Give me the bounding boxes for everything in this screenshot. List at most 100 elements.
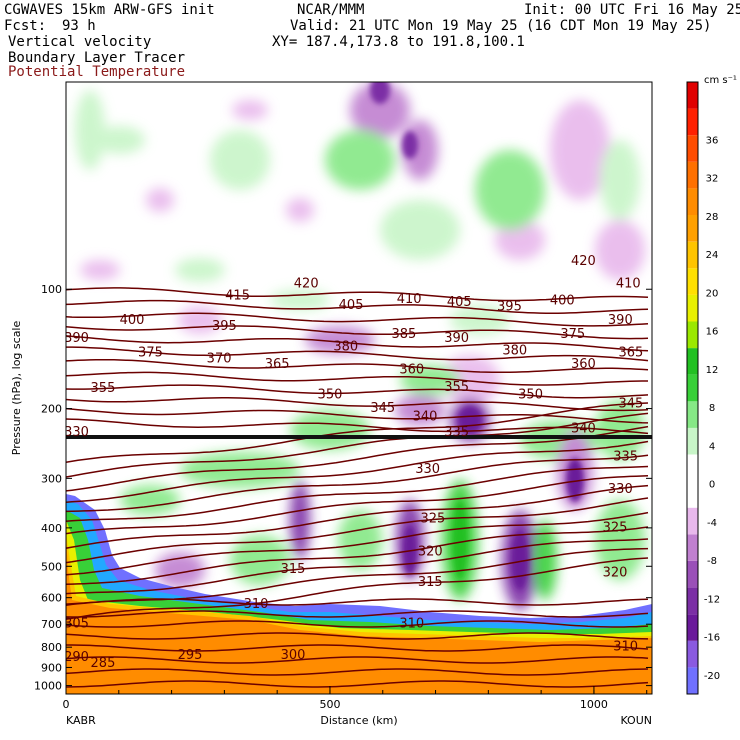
field-boundary-layer-tracer: Boundary Layer Tracer (8, 50, 186, 66)
theta-label: 295 (178, 648, 203, 663)
theta-label: 380 (333, 340, 358, 355)
left-station-label: KABR (66, 714, 96, 727)
theta-label: 390 (64, 331, 89, 346)
theta-label: 395 (212, 319, 237, 334)
theta-label: 300 (281, 648, 306, 663)
theta-line (66, 287, 649, 302)
theta-line (66, 465, 649, 522)
colorbar-swatch (687, 135, 698, 162)
theta-line (66, 412, 649, 478)
x-tick-label: 1000 (580, 698, 608, 711)
x-tick-label: 500 (319, 698, 340, 711)
colorbar-swatch (687, 321, 698, 349)
colorbar-label: -12 (704, 594, 720, 605)
theta-label: 325 (420, 512, 445, 527)
y-tick-label: 1000 (34, 680, 62, 693)
theta-line (66, 538, 649, 595)
theta-line (66, 526, 649, 586)
theta-label: 345 (618, 397, 643, 412)
colorbar-swatch (687, 587, 698, 615)
theta-line (66, 407, 649, 424)
colorbar-swatch (687, 348, 698, 375)
y-tick-label: 700 (41, 618, 62, 631)
colorbar-units: cm s⁻¹ (704, 75, 737, 86)
theta-line (66, 312, 649, 327)
theta-label: 285 (91, 656, 116, 671)
colorbar-swatch (687, 561, 698, 588)
colorbar: 36 32 28 24 20 16 12 8 4 0 -4 -8 -12 -16 -20 (686, 81, 720, 695)
y-tick-label: 100 (41, 283, 62, 296)
theta-label: 350 (318, 388, 343, 403)
theta-label: 395 (497, 300, 522, 315)
colorbar-swatch (687, 401, 698, 428)
colorbar-swatch (687, 241, 698, 269)
colorbar-swatch (687, 667, 698, 694)
theta-line (66, 668, 649, 676)
theta-label: 410 (616, 277, 641, 292)
colorbar-swatch (687, 188, 698, 215)
y-axis-title: Pressure (hPa), log scale (10, 321, 23, 456)
theta-label: 365 (265, 357, 290, 372)
theta-line (66, 680, 649, 688)
x-axis-title: Distance (km) (320, 714, 397, 727)
theta-line (66, 371, 648, 386)
theta-line (66, 402, 649, 463)
theta-line (66, 644, 649, 652)
theta-line (66, 610, 649, 618)
y-tick-label: 200 (41, 403, 62, 416)
theta-label: 310 (399, 617, 424, 632)
colorbar-label: 36 (706, 135, 719, 146)
theta-line (66, 656, 649, 664)
theta-label: 355 (444, 380, 469, 395)
colorbar-label: 20 (706, 288, 719, 299)
colorbar-label: -4 (707, 518, 717, 529)
colorbar-swatch (687, 640, 698, 668)
colorbar-label: -20 (704, 671, 720, 682)
y-tick-label: 800 (41, 641, 62, 654)
theta-label: 330 (64, 425, 89, 440)
init-time: Init: 00 UTC Fri 16 May 25 (524, 2, 740, 18)
colorbar-label: -16 (704, 633, 720, 644)
theta-label: 315 (281, 562, 306, 577)
theta-line (66, 620, 649, 628)
colorbar-label: 8 (709, 403, 715, 414)
theta-label: 310 (613, 640, 638, 655)
theta-label: 290 (64, 650, 89, 665)
theta-label: 390 (444, 331, 469, 346)
theta-label: 400 (550, 293, 575, 308)
theta-label: 355 (91, 381, 116, 396)
colorbar-swatch (687, 161, 698, 189)
theta-line (66, 325, 649, 340)
theta-label: 420 (294, 277, 319, 292)
colorbar-swatch (687, 215, 698, 242)
colorbar-swatch (687, 374, 698, 402)
theta-line (66, 497, 649, 564)
theta-label: 360 (571, 357, 596, 372)
colorbar-label: 24 (706, 250, 719, 261)
colorbar-label: 4 (709, 441, 715, 452)
colorbar-swatch (687, 294, 698, 322)
colorbar-swatch (687, 268, 698, 295)
field-potential-temperature: Potential Temperature (8, 64, 186, 80)
theta-line (66, 547, 649, 606)
theta-label: 365 (618, 346, 643, 361)
org-label: NCAR/MMM (297, 2, 365, 18)
theta-label: 375 (560, 327, 585, 342)
theta-label: 390 (608, 313, 633, 328)
colorbar-label: 16 (706, 327, 719, 338)
theta-label: 405 (447, 295, 472, 310)
theta-line (66, 632, 649, 640)
theta-line (66, 346, 649, 362)
theta-label: 305 (64, 617, 89, 632)
theta-label: 340 (571, 421, 596, 436)
theta-label: 410 (397, 292, 422, 307)
theta-line (66, 511, 649, 576)
x-tick-label: 0 (63, 698, 70, 711)
forecast-label: Fcst: (4, 18, 47, 34)
colorbar-label: -8 (707, 556, 717, 567)
theta-line (66, 440, 649, 503)
theta-label: 325 (603, 520, 628, 535)
theta-label: 330 (608, 482, 633, 497)
